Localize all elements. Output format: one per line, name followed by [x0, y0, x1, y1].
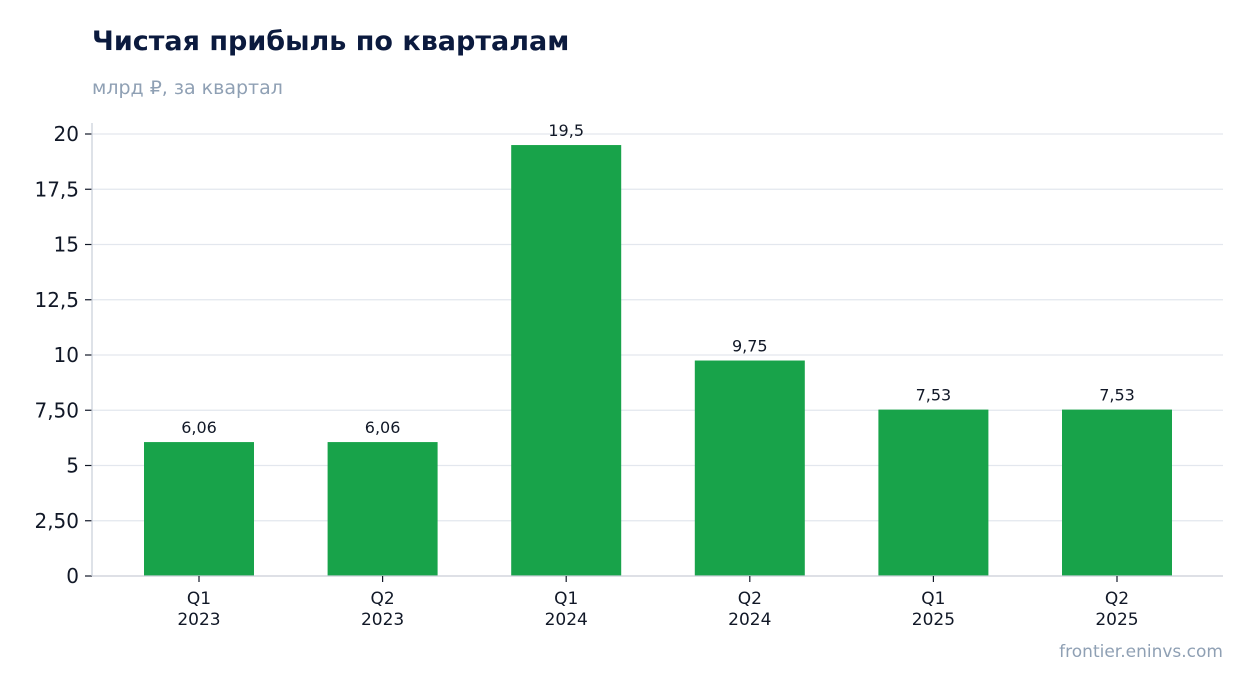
data-label: 19,5 — [548, 121, 584, 140]
data-label: 9,75 — [732, 337, 768, 356]
bar — [1062, 409, 1172, 576]
y-tick-label: 5 — [66, 454, 79, 478]
y-tick-label: 10 — [54, 343, 79, 367]
y-tick-label: 20 — [54, 122, 79, 146]
x-tick-label-year: 2024 — [728, 610, 771, 630]
x-tick-label-quarter: Q2 — [738, 589, 762, 609]
x-tick-label-quarter: Q1 — [187, 589, 211, 609]
bar — [694, 360, 805, 576]
bars — [144, 145, 1172, 577]
x-tick-label-quarter: Q2 — [370, 589, 394, 609]
labels: 02,5057,501012,51517,5206,06Q120236,06Q2… — [34, 121, 1138, 630]
y-tick-label: 15 — [54, 233, 79, 257]
x-tick-label-year: 2024 — [545, 610, 588, 630]
gridlines — [92, 133, 1223, 522]
x-tick-label-quarter: Q1 — [921, 589, 945, 609]
y-tick-label: 17,5 — [34, 177, 79, 201]
data-label: 7,53 — [1099, 386, 1135, 405]
chart-subtitle: млрд ₽, за квартал — [92, 77, 283, 99]
y-tick-label: 12,5 — [34, 288, 79, 312]
axes — [85, 123, 1223, 582]
data-label: 6,06 — [181, 418, 217, 437]
x-tick-label-quarter: Q1 — [554, 589, 578, 609]
x-tick-label-year: 2025 — [1095, 610, 1138, 630]
chart-title: Чистая прибыль по кварталам — [92, 26, 570, 57]
bar — [327, 442, 438, 576]
x-tick-label-year: 2023 — [177, 610, 220, 630]
data-label: 7,53 — [916, 386, 952, 405]
y-tick-label: 2,50 — [34, 509, 79, 533]
data-label: 6,06 — [365, 418, 401, 437]
y-tick-label: 0 — [66, 564, 79, 588]
x-tick-label-year: 2023 — [361, 610, 404, 630]
bar — [511, 145, 622, 577]
x-tick-label-quarter: Q2 — [1105, 589, 1129, 609]
x-tick-label-year: 2025 — [912, 610, 955, 630]
y-tick-label: 7,50 — [34, 398, 79, 422]
bar — [144, 442, 254, 576]
source-label: frontier.eninvs.com — [1059, 642, 1223, 662]
bar — [878, 409, 989, 576]
